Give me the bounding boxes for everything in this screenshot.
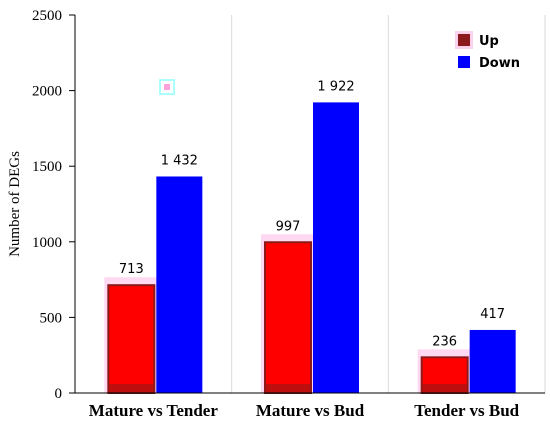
up-bar-base: [266, 384, 310, 392]
up-bar: [264, 241, 312, 394]
legend: Up Down: [455, 31, 520, 71]
down-value-label: 417: [480, 307, 505, 322]
up-value-label: 713: [119, 262, 144, 277]
legend-swatch-up: [458, 34, 470, 46]
y-tick-label: 1500: [32, 159, 62, 175]
legend-label: Up: [479, 34, 499, 49]
category-label: Mature vs Tender: [89, 401, 219, 420]
grid-layer: [231, 15, 546, 393]
up-bar: [107, 284, 156, 394]
down-bar: [156, 176, 203, 393]
marker-artifact: [159, 79, 175, 95]
y-tick-label: 0: [55, 386, 63, 402]
down-value-label: 1 432: [161, 153, 198, 168]
axis-layer: 0 500 1000 1500 2000 2500: [32, 8, 545, 402]
legend-label: Down: [479, 56, 520, 71]
y-tick-label: 2500: [32, 8, 62, 24]
y-tick-label: 500: [40, 310, 63, 326]
y-axis-title: Number of DEGs: [7, 151, 23, 257]
marker-artifact-inner: [164, 84, 170, 90]
y-tick-label: 1000: [32, 235, 62, 251]
down-value-label: 1 922: [317, 79, 354, 94]
down-bar: [469, 329, 516, 393]
up-bar-base: [109, 384, 154, 392]
legend-swatch-down: [458, 56, 470, 68]
labels-layer: 713 1 432 Mature vs Tender 997 1 922 Mature v…: [89, 79, 520, 420]
bars-layer: [104, 79, 516, 395]
category-label: Tender vs Bud: [414, 401, 519, 420]
down-bar: [313, 102, 359, 393]
y-tick-label: 2000: [32, 84, 62, 100]
up-value-label: 236: [432, 334, 457, 349]
category-label: Mature vs Bud: [256, 401, 365, 420]
up-bar-base: [422, 384, 467, 392]
up-value-label: 997: [276, 219, 301, 234]
